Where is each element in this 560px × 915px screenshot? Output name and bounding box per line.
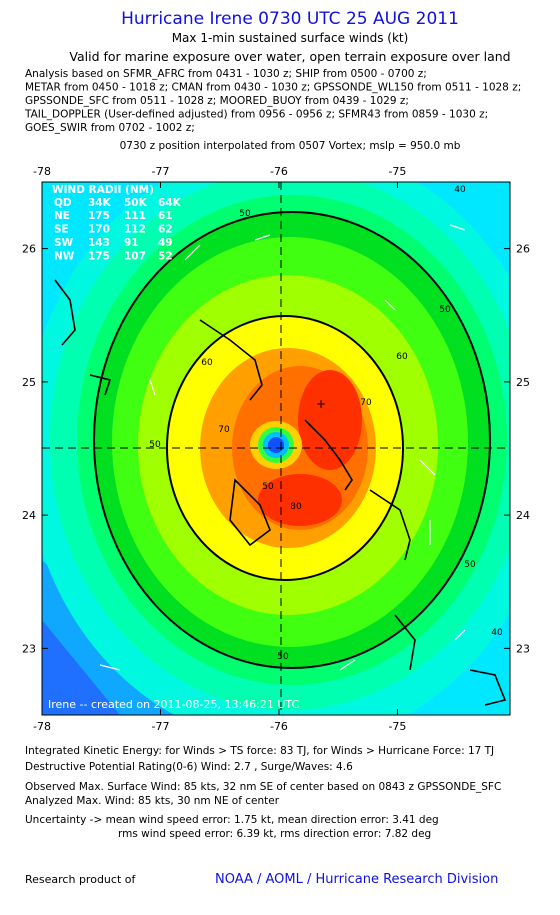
x-tick-label: -75 — [388, 165, 406, 178]
x-tick-label: -76 — [270, 720, 288, 733]
contour-label: 80 — [290, 502, 302, 512]
wind-field: + — [42, 182, 510, 715]
radii-cell: 62 — [158, 224, 173, 236]
analysis-line: GOES_SWIR from 0702 - 1002 z; — [25, 122, 195, 134]
radii-cell: 52 — [158, 251, 173, 263]
contour-label: 50 — [277, 652, 289, 662]
contour-label: 50 — [439, 305, 451, 315]
radii-cell: 170 — [88, 224, 110, 236]
y-tick-label: 24 — [22, 509, 36, 522]
x-tick-label: -77 — [151, 165, 169, 178]
y-tick-label: 25 — [22, 376, 36, 389]
x-tick-label: -76 — [270, 165, 288, 178]
y-tick-label: 24 — [516, 509, 530, 522]
analysis-line: Analysis based on SFMR_AFRC from 0431 - … — [25, 68, 427, 80]
wind-radii-table: WIND RADII (NM)QD 34K 50K 64K NE 175 111 61 SE 17… — [52, 184, 182, 263]
credit: Irene -- created on 2011-08-25, 13:46:21… — [48, 698, 300, 711]
radii-cell: SE — [54, 224, 69, 236]
y-tick-label: 23 — [516, 642, 530, 655]
center-marker: + — [316, 397, 326, 411]
contour-label: 50 — [239, 209, 251, 219]
position-note: 0730 z position interpolated from 0507 V… — [120, 140, 461, 152]
footer-line: Destructive Potential Rating(0-6) Wind: … — [25, 761, 353, 773]
radii-cell: 175 — [88, 210, 110, 222]
radii-cell: SW — [54, 237, 74, 249]
contour-label: 50 — [149, 440, 161, 450]
contour-label: 70 — [360, 398, 372, 408]
radii-cell: 111 — [124, 210, 146, 222]
analysis-line: METAR from 0450 - 1018 z; CMAN from 0430… — [25, 82, 521, 94]
organization: NOAA / AOML / Hurricane Research Divisio… — [215, 872, 498, 887]
radii-cell: NW — [54, 251, 75, 263]
contour-label: 40 — [454, 185, 466, 195]
radii-cell: 91 — [124, 237, 139, 249]
x-tick-label: -75 — [388, 720, 406, 733]
y-tick-label: 26 — [22, 243, 36, 256]
map-frame — [41, 181, 511, 716]
y-tick-label: 25 — [516, 376, 530, 389]
radii-title: WIND RADII (NM) — [52, 184, 154, 196]
title: Hurricane Irene 0730 UTC 25 AUG 2011 — [121, 9, 459, 29]
radii-cell: 143 — [88, 237, 110, 249]
research-label: Research product of — [25, 873, 136, 886]
contour-label: 50 — [464, 560, 476, 570]
radii-cell: 175 — [88, 251, 110, 263]
analysis-line: TAIL_DOPPLER (User-defined adjusted) fro… — [24, 109, 488, 121]
y-tick-label: 23 — [22, 642, 36, 655]
radii-cell: NE — [54, 210, 70, 222]
footer-line: Uncertainty -> mean wind speed error: 1.… — [25, 814, 439, 826]
y-tick-label: 26 — [516, 243, 530, 256]
x-tick-label: -78 — [33, 165, 51, 178]
radii-column: QD — [54, 197, 72, 209]
contour-label: 40 — [491, 628, 503, 638]
radii-cell: 107 — [124, 251, 146, 263]
x-tick-label: -78 — [33, 720, 51, 733]
footer-line: rms wind speed error: 6.39 kt, rms direc… — [118, 828, 431, 840]
radii-column: 34K — [88, 197, 112, 209]
contour-label: 60 — [396, 352, 408, 362]
contour-label: 50 — [262, 482, 274, 492]
footer-line: Analyzed Max. Wind: 85 kts, 30 nm NE of … — [25, 795, 280, 807]
analysis-line: GPSSONDE_SFC from 0511 - 1028 z; MOORED_… — [25, 95, 409, 107]
contour-label: 60 — [201, 358, 213, 368]
footer-line: Integrated Kinetic Energy: for Winds > T… — [25, 745, 494, 757]
radii-column: 50K — [124, 197, 148, 209]
contour-label: 70 — [218, 425, 230, 435]
radii-cell: 112 — [124, 224, 146, 236]
valid-note: Valid for marine exposure over water, op… — [69, 49, 510, 64]
subtitle: Max 1-min sustained surface winds (kt) — [172, 31, 409, 45]
footer-line: Observed Max. Surface Wind: 85 kts, 32 n… — [25, 781, 501, 793]
radii-column: 64K — [158, 197, 182, 209]
x-tick-label: -77 — [151, 720, 169, 733]
radii-cell: 61 — [158, 210, 173, 222]
radii-cell: 49 — [158, 237, 173, 249]
